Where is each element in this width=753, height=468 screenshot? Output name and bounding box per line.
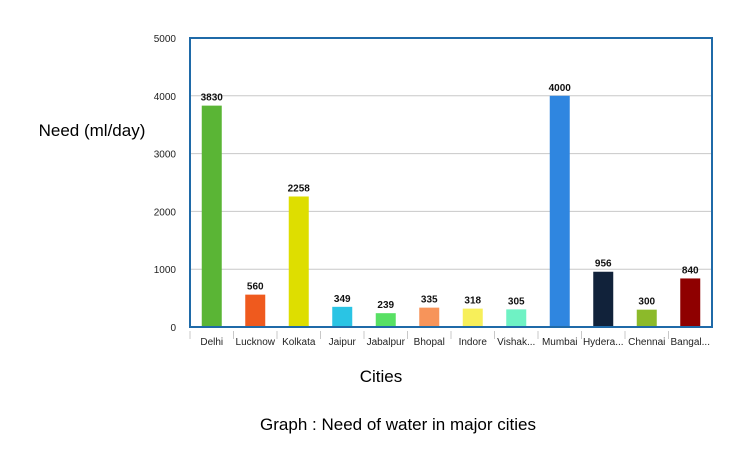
data-label-10: 300 [638,297,655,308]
data-label-5: 335 [421,295,438,306]
bar-10 [636,309,657,327]
x-axis-title: Cities [360,367,403,386]
data-label-0: 3830 [201,93,224,104]
y-axis-ticks: 0 1000 2000 3000 4000 5000 [154,34,177,334]
data-label-4: 239 [377,300,394,311]
data-labels: 3830 560 2258 349 239 335 318 305 4000 956 300 840 [201,83,699,311]
data-label-6: 318 [464,296,481,307]
x-axis-ticks: Delhi Lucknow Kolkata Jaipur Jabalpur Bhopal I… [189,331,710,348]
x-tick-label-1: Lucknow [236,337,276,348]
data-label-9: 956 [595,259,612,270]
x-tick-label-9: Hydera... [583,337,624,348]
y-tick-label: 2000 [154,207,177,218]
bar-5 [419,307,440,327]
x-tick-label-10: Chennai [628,337,665,348]
bars [201,95,701,327]
bar-11 [680,278,701,327]
x-tick-label-5: Bhopal [414,337,445,348]
y-axis-title: Need (ml/day) [39,121,146,140]
x-tick-label-8: Mumbai [542,337,578,348]
bar-1 [245,294,266,327]
y-tick-label: 4000 [154,92,177,103]
data-label-8: 4000 [549,83,572,94]
bar-0 [201,105,222,327]
x-tick-label-0: Delhi [200,337,223,348]
bar-3 [332,306,353,327]
data-label-2: 2258 [288,183,311,194]
data-label-7: 305 [508,296,525,307]
x-tick-label-6: Indore [459,337,488,348]
y-tick-label: 0 [170,323,176,334]
x-tick-label-4: Jabalpur [367,337,406,348]
data-label-3: 349 [334,294,351,305]
chart-caption: Graph : Need of water in major cities [260,415,536,434]
data-label-11: 840 [682,265,699,276]
x-tick-label-2: Kolkata [282,337,316,348]
bar-6 [462,308,483,327]
plot-frame [189,37,713,328]
bar-2 [288,196,309,327]
bar-4 [375,313,396,327]
bar-9 [593,271,614,327]
x-tick-label-7: Vishak... [497,337,535,348]
data-label-1: 560 [247,282,264,293]
bar-7 [506,309,527,327]
y-tick-label: 5000 [154,34,177,45]
x-tick-label-3: Jaipur [329,337,357,348]
grid-lines [190,95,712,270]
y-tick-label: 1000 [154,265,177,276]
bar-8 [549,95,570,327]
y-tick-label: 3000 [154,150,177,161]
x-tick-label-11: Bangal... [671,337,710,348]
